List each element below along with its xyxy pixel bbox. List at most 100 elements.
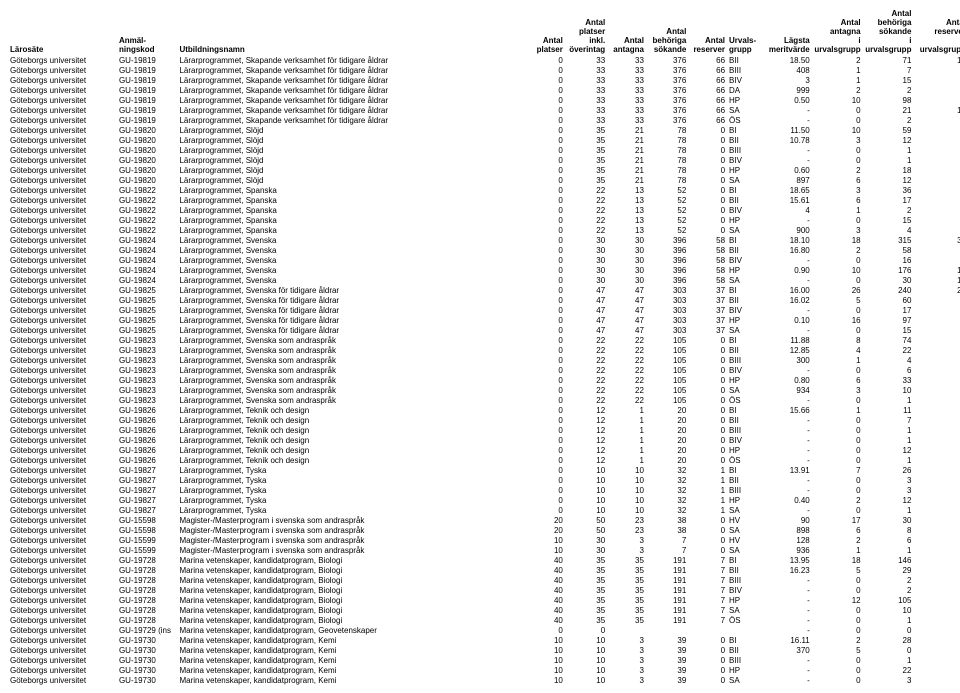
cell: 58 bbox=[688, 275, 727, 285]
cell: Lärarprogrammet, Teknik och design bbox=[177, 445, 528, 455]
cell: 33 bbox=[607, 65, 646, 75]
cell: GU-19728 bbox=[117, 575, 178, 585]
cell: HP bbox=[727, 495, 766, 505]
col-header-7: Antalreserver bbox=[688, 8, 727, 55]
cell: 66 bbox=[688, 115, 727, 125]
cell: 376 bbox=[646, 75, 688, 85]
cell: 0 bbox=[913, 115, 960, 125]
table-row: Göteborgs universitetGU-19825Lärarprogra… bbox=[8, 305, 960, 315]
table-row: Göteborgs universitetGU-19826Lärarprogra… bbox=[8, 405, 960, 415]
cell: - bbox=[766, 215, 812, 225]
cell: 3 bbox=[766, 75, 812, 85]
cell: 0 bbox=[913, 175, 960, 185]
cell: Göteborgs universitet bbox=[8, 245, 117, 255]
cell: Göteborgs universitet bbox=[8, 345, 117, 355]
cell: 23 bbox=[607, 525, 646, 535]
cell: 1 bbox=[863, 505, 914, 515]
cell: 7 bbox=[863, 65, 914, 75]
cell: 0 bbox=[913, 375, 960, 385]
cell: 0 bbox=[913, 165, 960, 175]
cell: 13 bbox=[913, 105, 960, 115]
cell: GU-15599 bbox=[117, 535, 178, 545]
cell: 7 bbox=[688, 605, 727, 615]
cell: 0 bbox=[688, 665, 727, 675]
cell: 35 bbox=[565, 175, 607, 185]
cell: - bbox=[766, 605, 812, 615]
cell: Göteborgs universitet bbox=[8, 445, 117, 455]
cell: 10 bbox=[607, 495, 646, 505]
cell: 0 bbox=[913, 665, 960, 675]
cell: 6 bbox=[812, 175, 863, 185]
cell: 13 bbox=[607, 185, 646, 195]
cell: 303 bbox=[646, 295, 688, 305]
cell: 0 bbox=[688, 645, 727, 655]
col-header-0: Lärosäte bbox=[8, 8, 117, 55]
table-row: Göteborgs universitetGU-19823Lärarprogra… bbox=[8, 385, 960, 395]
table-row: Göteborgs universitetGU-19827Lärarprogra… bbox=[8, 475, 960, 485]
cell: BIII bbox=[727, 655, 766, 665]
cell: 6 bbox=[812, 375, 863, 385]
cell: 0 bbox=[529, 175, 565, 185]
cell: 396 bbox=[646, 245, 688, 255]
cell: 16 bbox=[863, 255, 914, 265]
cell: - bbox=[766, 615, 812, 625]
table-row: Göteborgs universitetGU-19824Lärarprogra… bbox=[8, 255, 960, 265]
cell: Göteborgs universitet bbox=[8, 675, 117, 685]
cell: 47 bbox=[607, 305, 646, 315]
cell: 0 bbox=[688, 135, 727, 145]
cell: 97 bbox=[863, 315, 914, 325]
cell: BI bbox=[727, 405, 766, 415]
cell: 105 bbox=[646, 335, 688, 345]
cell: GU-19730 bbox=[117, 635, 178, 645]
cell: 0 bbox=[529, 365, 565, 375]
cell: 303 bbox=[646, 315, 688, 325]
cell: 39 bbox=[646, 675, 688, 685]
cell: 0 bbox=[812, 325, 863, 335]
cell: Göteborgs universitet bbox=[8, 565, 117, 575]
cell: 0 bbox=[863, 625, 914, 635]
cell: GU-19825 bbox=[117, 305, 178, 315]
cell: 15 bbox=[863, 325, 914, 335]
cell: 105 bbox=[646, 345, 688, 355]
cell: - bbox=[766, 575, 812, 585]
cell: 33 bbox=[607, 75, 646, 85]
cell: 191 bbox=[646, 605, 688, 615]
cell: 0 bbox=[688, 175, 727, 185]
cell: 3 bbox=[812, 135, 863, 145]
cell: 35 bbox=[565, 165, 607, 175]
cell: 33 bbox=[863, 375, 914, 385]
cell: Göteborgs universitet bbox=[8, 275, 117, 285]
cell: 0 bbox=[688, 535, 727, 545]
cell: 78 bbox=[646, 135, 688, 145]
cell: GU-19824 bbox=[117, 255, 178, 265]
cell: - bbox=[766, 105, 812, 115]
cell: 10 bbox=[529, 655, 565, 665]
cell: ÖS bbox=[727, 115, 766, 125]
cell: - bbox=[766, 255, 812, 265]
cell: 1 bbox=[863, 655, 914, 665]
cell: Lärarprogrammet, Slöjd bbox=[177, 135, 528, 145]
table-row: Göteborgs universitetGU-19825Lärarprogra… bbox=[8, 295, 960, 305]
cell: 303 bbox=[646, 305, 688, 315]
cell: 2 bbox=[812, 635, 863, 645]
cell: 52 bbox=[646, 195, 688, 205]
cell: 0 bbox=[812, 485, 863, 495]
cell: 22 bbox=[607, 335, 646, 345]
cell: - bbox=[766, 665, 812, 675]
cell: - bbox=[766, 655, 812, 665]
cell: Lärarprogrammet, Teknik och design bbox=[177, 435, 528, 445]
cell: Göteborgs universitet bbox=[8, 185, 117, 195]
cell: 0 bbox=[688, 185, 727, 195]
cell: Göteborgs universitet bbox=[8, 145, 117, 155]
cell: Göteborgs universitet bbox=[8, 385, 117, 395]
cell: 71 bbox=[863, 55, 914, 65]
cell: 0 bbox=[529, 95, 565, 105]
cell: 30 bbox=[565, 235, 607, 245]
cell: Göteborgs universitet bbox=[8, 215, 117, 225]
cell: BIV bbox=[727, 75, 766, 85]
cell: Lärarprogrammet, Spanska bbox=[177, 185, 528, 195]
cell: Göteborgs universitet bbox=[8, 75, 117, 85]
cell: 0 bbox=[812, 415, 863, 425]
cell: 10 bbox=[812, 95, 863, 105]
cell: - bbox=[766, 455, 812, 465]
